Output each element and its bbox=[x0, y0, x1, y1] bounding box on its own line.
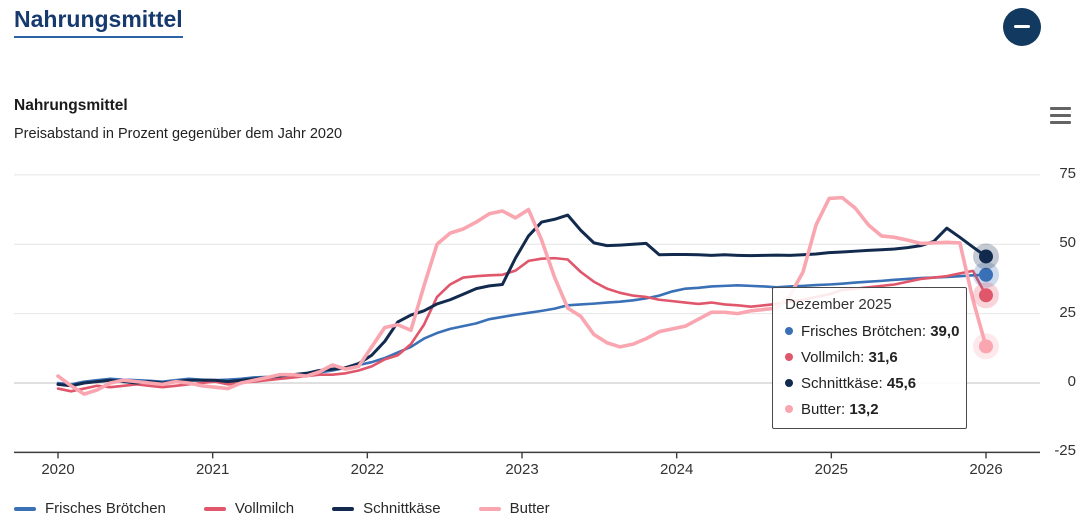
x-axis-label: 2026 bbox=[969, 461, 1003, 478]
hamburger-menu-icon bbox=[1050, 113, 1071, 117]
minus-icon bbox=[1014, 25, 1030, 28]
tooltip-series-dot-icon bbox=[785, 405, 793, 413]
legend-swatch bbox=[14, 506, 36, 511]
y-axis-label: 75 bbox=[1059, 164, 1076, 182]
legend-item-schnittkäse[interactable]: Schnittkäse bbox=[332, 500, 441, 517]
end-dot-frisches-brötchen bbox=[979, 267, 993, 282]
end-dot-schnittkäse bbox=[979, 249, 993, 264]
y-axis-label: 25 bbox=[1059, 303, 1076, 321]
legend-swatch bbox=[203, 506, 226, 511]
tooltip-series-dot-icon bbox=[785, 353, 793, 361]
y-axis-label: 50 bbox=[1059, 234, 1076, 252]
series-line-schnittkäse bbox=[56, 213, 988, 388]
tooltip-series-value: 45,6 bbox=[886, 374, 917, 392]
legend-label: Butter bbox=[509, 500, 550, 517]
tooltip-series-label: Frisches Brötchen: 39,0 bbox=[801, 322, 960, 340]
x-axis-label: 2024 bbox=[659, 461, 694, 478]
chart-title: Nahrungsmittel bbox=[14, 97, 128, 114]
tooltip-series-value: 39,0 bbox=[930, 322, 960, 340]
x-axis-label: 2023 bbox=[505, 461, 539, 478]
legend-label: Frisches Brötchen bbox=[45, 500, 166, 517]
legend-swatch bbox=[478, 506, 501, 511]
tooltip-series-dot-icon bbox=[785, 327, 793, 335]
tooltip-series-value: 13,2 bbox=[849, 400, 879, 418]
tooltip-series-label: Butter: 13,2 bbox=[801, 400, 879, 418]
hamburger-menu-icon bbox=[1050, 120, 1071, 124]
end-dot-butter bbox=[979, 339, 993, 354]
legend-item-frisches-brötchen[interactable]: Frisches Brötchen bbox=[14, 500, 166, 517]
legend-label: Schnittkäse bbox=[363, 500, 441, 517]
chart-subtitle: Preisabstand in Prozent gegenüber dem Ja… bbox=[14, 126, 343, 142]
y-axis-label: 0 bbox=[1067, 373, 1076, 390]
tooltip-title: Dezember 2025 bbox=[785, 296, 892, 313]
series-line-butter bbox=[56, 195, 988, 396]
collapse-section-button[interactable] bbox=[1003, 8, 1041, 46]
chart-menu-button[interactable] bbox=[1050, 106, 1074, 128]
tooltip-series-value: 31,6 bbox=[868, 348, 898, 366]
tooltip-row: Vollmilch: 31,6 bbox=[785, 344, 954, 370]
tooltip-row: Butter: 13,2 bbox=[785, 396, 954, 422]
x-axis-label: 2025 bbox=[814, 461, 849, 478]
legend-item-vollmilch[interactable]: Vollmilch bbox=[203, 500, 295, 517]
tooltip-series-label: Vollmilch: 31,6 bbox=[801, 348, 898, 366]
hamburger-menu-icon bbox=[1050, 106, 1071, 110]
tooltip-row: Schnittkäse: 45,6 bbox=[785, 370, 954, 396]
x-axis-label: 2021 bbox=[195, 461, 230, 478]
tooltip-series-dot-icon bbox=[785, 379, 793, 387]
section-header-link[interactable]: Nahrungsmittel bbox=[14, 6, 183, 38]
y-axis-label: -25 bbox=[1054, 442, 1076, 460]
x-axis-label: 2020 bbox=[41, 461, 75, 478]
tooltip-row: Frisches Brötchen: 39,0 bbox=[785, 318, 959, 344]
legend: Frisches Brötchen Vollmilch Schnittkäse But… bbox=[14, 500, 550, 517]
x-axis-label: 2022 bbox=[350, 461, 385, 478]
tooltip: Dezember 2025 Frisches Brötchen: 39,0 Vol… bbox=[772, 287, 967, 429]
legend-label: Vollmilch bbox=[234, 500, 295, 517]
end-dot-vollmilch bbox=[979, 288, 993, 303]
legend-swatch bbox=[332, 506, 355, 511]
tooltip-series-label: Schnittkäse: 45,6 bbox=[801, 374, 917, 392]
legend-item-butter[interactable]: Butter bbox=[478, 500, 550, 517]
